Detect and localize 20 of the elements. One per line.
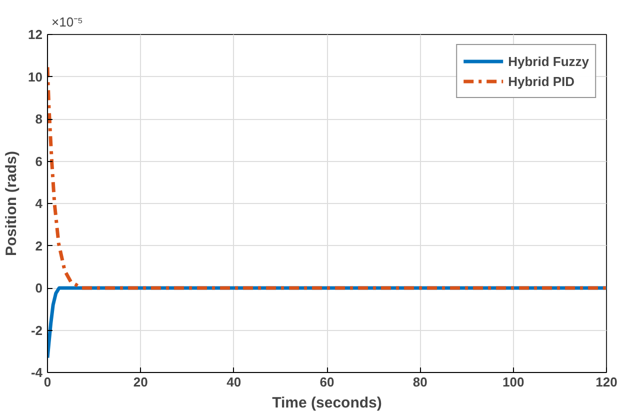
y-tick-label: 2	[35, 238, 43, 254]
legend-label: Hybrid Fuzzy	[508, 54, 589, 68]
y-tick-label: 4	[35, 196, 44, 211]
y-tick-label: 10	[28, 69, 43, 84]
x-tick-label: 100	[502, 374, 524, 390]
y-tick-label: 12	[28, 27, 43, 42]
x-tick-label: 80	[412, 374, 428, 390]
y-tick-label: -4	[30, 365, 44, 380]
y-tick-label: -2	[30, 322, 43, 338]
x-tick-label: 60	[320, 374, 334, 390]
legend-label: Hybrid PID	[508, 74, 575, 88]
y-tick-label: 0	[35, 280, 43, 296]
y-axis-title: Position (rads)	[3, 150, 20, 256]
x-tick-label: 120	[596, 374, 618, 390]
y-tick-label: 6	[35, 154, 43, 169]
x-axis-title: Time (seconds)	[272, 394, 382, 412]
y-tick-label: 8	[35, 112, 43, 126]
text: ×10⁻⁵	[52, 14, 83, 30]
x-tick-label: 40	[226, 374, 242, 390]
x-tick-label: 20	[133, 374, 148, 390]
